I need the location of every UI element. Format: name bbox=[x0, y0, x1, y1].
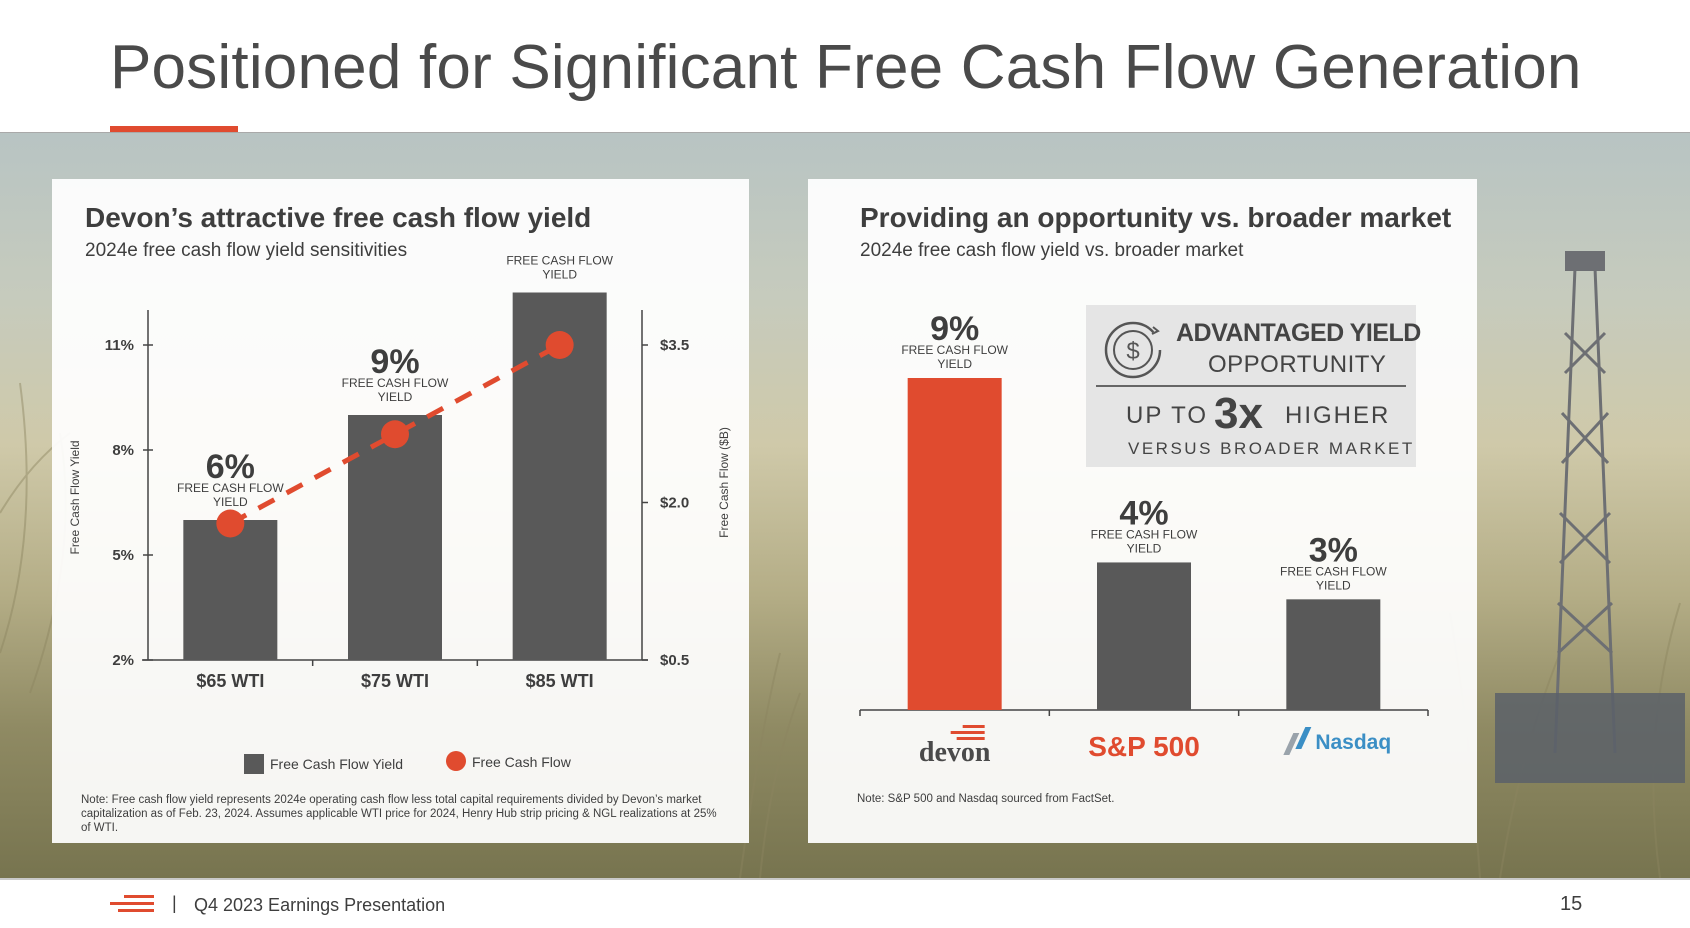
legend-swatch-point bbox=[446, 751, 466, 771]
title-rule bbox=[0, 132, 1690, 133]
y2-axis-label: Free Cash Flow ($B) bbox=[717, 427, 731, 538]
fcf-point bbox=[545, 331, 574, 359]
fcf-yield-heading: Devon’s attractive free cash flow yield bbox=[85, 202, 592, 233]
bar-sublabel: YIELD bbox=[378, 390, 413, 404]
svg-text:$: $ bbox=[1126, 338, 1139, 365]
callout-divider bbox=[1096, 385, 1406, 387]
nasdaq-logo-icon bbox=[1295, 727, 1312, 749]
callout-line1: ADVANTAGED YIELD bbox=[1176, 319, 1421, 347]
callout-up-to: UP TO bbox=[1126, 402, 1209, 429]
title-accent-bar bbox=[110, 126, 238, 132]
bar-value-label: 9% bbox=[370, 343, 419, 381]
bar-sublabel: FREE CASH FLOW bbox=[342, 376, 449, 390]
devon-logo-bar bbox=[956, 737, 985, 740]
legend-swatch-bar bbox=[244, 754, 264, 774]
nasdaq-logo: Nasdaq bbox=[1315, 731, 1391, 754]
bar-sublabel: FREE CASH FLOW bbox=[1280, 564, 1387, 578]
bar-sublabel: YIELD bbox=[937, 357, 972, 371]
dollar-cycle-icon: $ bbox=[1104, 321, 1162, 379]
bar-value-label: 13% bbox=[526, 255, 594, 259]
fcf-yield-bar bbox=[183, 520, 278, 660]
fcf-point bbox=[216, 509, 245, 538]
bar-sublabel: FREE CASH FLOW bbox=[177, 481, 284, 495]
broader-market-subheading: 2024e free cash flow yield vs. broader m… bbox=[860, 240, 1244, 261]
market-yield-bar bbox=[907, 378, 1002, 710]
y2-tick-label: $0.5 bbox=[660, 652, 689, 669]
devon-logo-bar bbox=[962, 725, 985, 728]
bar-value-label: 9% bbox=[930, 310, 979, 348]
callout-multiple: 3x bbox=[1214, 389, 1263, 438]
bar-sublabel: YIELD bbox=[1316, 578, 1351, 592]
footer-separator: | bbox=[172, 893, 177, 913]
fcf-yield-note: Note: Free cash flow yield represents 20… bbox=[81, 794, 717, 834]
broader-market-note: Note: S&P 500 and Nasdaq sourced from Fa… bbox=[857, 793, 1115, 805]
bar-sublabel: FREE CASH FLOW bbox=[1091, 527, 1198, 541]
fcf-yield-subheading: 2024e free cash flow yield sensitivities bbox=[85, 240, 408, 261]
sp500-logo: S&P 500 bbox=[1088, 731, 1200, 762]
bar-sublabel: FREE CASH FLOW bbox=[506, 255, 613, 268]
y-tick-label: 8% bbox=[112, 442, 134, 459]
fcf-yield-sensitivity-chart: 2% 5% 8% 11% $0.5 $2.0 $3.5 Free Cash Flow Yiel… bbox=[68, 255, 731, 774]
devon-logo-bar bbox=[950, 731, 985, 734]
footer-rule bbox=[0, 878, 1690, 880]
y2-tick-label: $3.5 bbox=[660, 337, 689, 354]
broader-market-heading: Providing an opportunity vs. broader mar… bbox=[860, 202, 1452, 233]
y-tick-label: 5% bbox=[112, 547, 134, 564]
x-tick-label: $75 WTI bbox=[361, 671, 429, 691]
fcf-yield-bar bbox=[348, 415, 442, 660]
fcf-point bbox=[381, 420, 409, 449]
advantaged-yield-callout: $ ADVANTAGED YIELD OPPORTUNITY UP TO 3x … bbox=[1086, 305, 1421, 467]
bar-value-label: 6% bbox=[206, 448, 255, 486]
page-title: Positioned for Significant Free Cash Flo… bbox=[110, 33, 1582, 102]
bar-sublabel: FREE CASH FLOW bbox=[901, 343, 1008, 357]
callout-line4: VERSUS BROADER MARKET bbox=[1128, 439, 1415, 458]
legend-label: Free Cash Flow bbox=[472, 754, 572, 770]
callout-higher: HIGHER bbox=[1285, 402, 1391, 429]
bar-sublabel: YIELD bbox=[213, 495, 248, 509]
bar-sublabel: YIELD bbox=[1127, 541, 1162, 555]
bar-sublabel: YIELD bbox=[542, 268, 577, 282]
x-tick-label: $85 WTI bbox=[526, 671, 594, 691]
market-yield-bar bbox=[1097, 562, 1191, 710]
nasdaq-logo-icon bbox=[1283, 733, 1300, 755]
legend-label: Free Cash Flow Yield bbox=[270, 756, 403, 772]
market-yield-bar bbox=[1286, 599, 1381, 710]
footer-title: Q4 2023 Earnings Presentation bbox=[194, 895, 446, 915]
callout-line2: OPPORTUNITY bbox=[1208, 351, 1387, 378]
bar-value-label: 3% bbox=[1309, 531, 1358, 569]
bar-value-label: 4% bbox=[1119, 494, 1168, 532]
y2-tick-label: $2.0 bbox=[660, 495, 689, 512]
page-number: 15 bbox=[1560, 893, 1583, 915]
y-axis-label: Free Cash Flow Yield bbox=[68, 440, 82, 554]
devon-logo: devon bbox=[919, 737, 991, 768]
devon-footer-logo-icon bbox=[110, 895, 154, 912]
y-tick-label: 11% bbox=[105, 337, 134, 354]
x-tick-label: $65 WTI bbox=[196, 671, 264, 691]
y-tick-label: 2% bbox=[112, 652, 134, 669]
